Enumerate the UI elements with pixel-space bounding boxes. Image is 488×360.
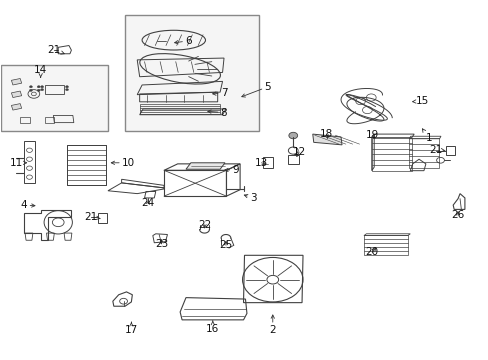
Circle shape [29,86,32,88]
Text: 21: 21 [48,45,64,55]
Text: 23: 23 [155,239,168,249]
Text: 6: 6 [174,36,191,46]
Bar [0,65,108,131]
Text: 26: 26 [450,210,464,220]
Bar [66,145,105,185]
Circle shape [37,89,40,91]
Text: 2: 2 [269,315,276,335]
Circle shape [29,89,32,91]
Text: 14: 14 [34,64,47,77]
Text: 13: 13 [254,158,267,168]
Text: 10: 10 [111,158,135,168]
Text: 11: 11 [10,158,27,168]
Text: 1: 1 [422,129,431,143]
Bar [287,155,298,164]
Circle shape [41,86,43,88]
Bar [140,104,220,114]
Circle shape [65,86,68,88]
Bar [363,235,407,255]
Polygon shape [11,78,21,85]
Circle shape [288,132,297,139]
Text: 25: 25 [219,240,232,250]
Text: 9: 9 [224,165,239,175]
Text: 4: 4 [21,200,35,210]
Text: 21: 21 [428,144,444,154]
Text: 21: 21 [84,212,100,221]
Text: 22: 22 [198,220,211,230]
Circle shape [41,89,43,91]
Text: 12: 12 [292,147,305,157]
Polygon shape [185,163,224,169]
Circle shape [65,89,68,91]
Polygon shape [312,134,341,145]
Text: 24: 24 [141,198,154,208]
Bar [262,157,273,168]
Polygon shape [11,104,21,110]
Text: 18: 18 [319,129,332,139]
Text: 8: 8 [207,108,227,118]
Bar [98,213,106,223]
Bar [371,138,411,171]
Polygon shape [11,91,21,98]
Text: 5: 5 [241,82,271,97]
Bar [125,15,259,131]
Bar [445,146,454,155]
Text: 16: 16 [206,321,219,334]
Text: 7: 7 [212,88,227,98]
Text: 17: 17 [124,322,138,335]
Text: 19: 19 [365,130,378,140]
Text: 15: 15 [412,96,428,106]
Circle shape [37,86,40,88]
Text: 20: 20 [365,247,378,257]
Text: 3: 3 [244,193,256,203]
Bar [408,138,438,168]
